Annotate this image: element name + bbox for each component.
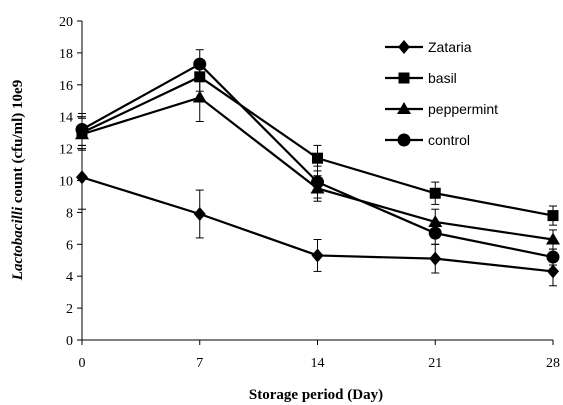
data-point — [546, 250, 560, 264]
legend-label: control — [428, 132, 470, 148]
y-tick-label: 10 — [59, 175, 73, 190]
x-tick-label: 21 — [428, 356, 442, 371]
legend-marker — [398, 40, 410, 54]
x-tick-label: 7 — [196, 356, 203, 371]
y-tick-label: 6 — [66, 238, 73, 253]
y-tick-label: 4 — [66, 270, 73, 285]
y-axis-title-italic: Lactobacilli — [10, 206, 26, 281]
legend-item-control: control — [385, 132, 470, 148]
legend-marker — [398, 72, 410, 84]
y-tick-label: 8 — [66, 206, 73, 221]
data-point — [429, 187, 441, 199]
x-axis-title: Storage period (Day) — [249, 387, 383, 403]
y-axis-title-rest: count (cfu/ml) 10e9 — [10, 80, 26, 207]
legend-item-peppermint: peppermint — [385, 101, 498, 117]
x-tick-label: 28 — [546, 356, 560, 371]
axes: 0 2 4 6 8 10 12 14 16 18 20 0 7 14 21 28 — [59, 15, 560, 371]
series-control — [75, 49, 560, 266]
data-point — [428, 226, 442, 240]
y-tick-label: 20 — [59, 15, 73, 30]
legend-label: peppermint — [428, 101, 498, 117]
y-tick-label: 2 — [66, 302, 73, 317]
legend: Zataria basil peppermint control — [385, 39, 498, 148]
data-point — [311, 248, 324, 263]
data-point — [75, 122, 89, 136]
legend-item-basil: basil — [385, 70, 457, 86]
data-point — [76, 170, 88, 185]
legend-label: Zataria — [428, 39, 472, 55]
data-point — [547, 264, 559, 279]
data-point — [193, 57, 207, 71]
data-point — [547, 210, 559, 222]
data-point — [192, 90, 207, 103]
data-point — [193, 206, 206, 221]
x-tick-label: 14 — [311, 356, 325, 371]
data-point — [429, 251, 442, 266]
y-tick-label: 14 — [59, 111, 73, 126]
data-point — [312, 152, 323, 164]
legend-item-zataria: Zataria — [385, 39, 472, 55]
y-tick-label: 12 — [59, 143, 73, 158]
series-layer — [75, 49, 560, 287]
y-axis-title: Lactobacilli count (cfu/ml) 10e9 — [10, 80, 26, 281]
legend-marker — [397, 133, 411, 147]
x-tick-label: 0 — [79, 356, 86, 371]
y-tick-label: 0 — [66, 334, 73, 349]
legend-label: basil — [428, 70, 457, 86]
data-point — [428, 214, 443, 227]
legend-marker — [397, 102, 411, 114]
data-point — [311, 175, 324, 189]
y-tick-label: 18 — [59, 47, 73, 62]
data-point — [546, 232, 560, 245]
y-tick-label: 16 — [59, 79, 73, 94]
